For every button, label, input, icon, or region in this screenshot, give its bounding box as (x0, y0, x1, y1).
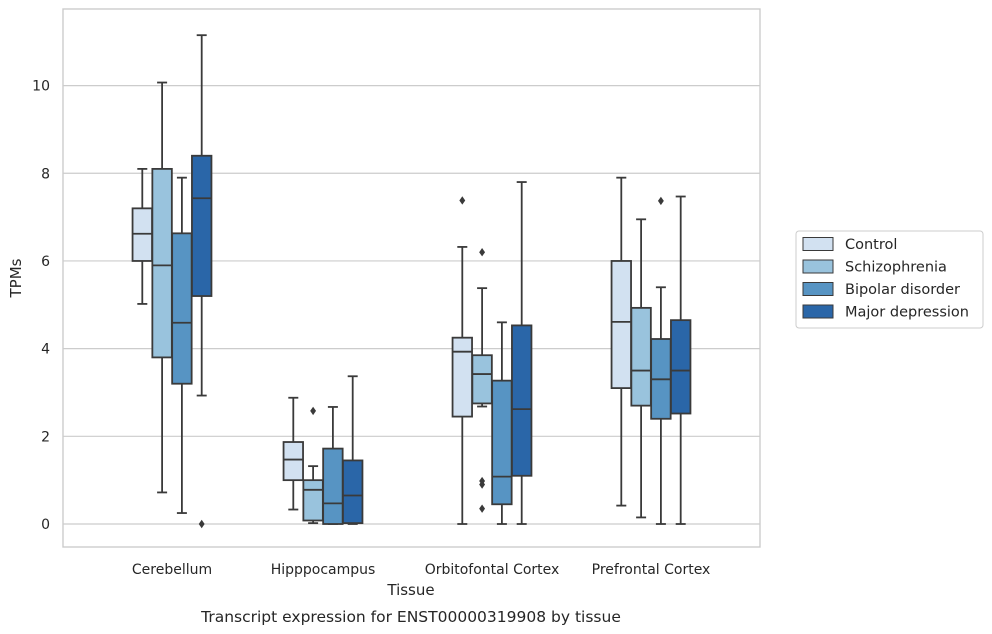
iqr-box (282, 441, 304, 482)
y-tick-label: 6 (41, 254, 50, 270)
x-tick-label: Prefrontal Cortex (592, 562, 711, 578)
box-bipolar-disorder (322, 406, 344, 525)
iqr-box (302, 479, 324, 522)
legend-swatch (802, 304, 834, 319)
box-bipolar-disorder (491, 321, 513, 525)
y-tick-label: 8 (41, 166, 50, 182)
x-tick-label: Cerebellum (132, 562, 212, 578)
outlier-point (479, 247, 486, 257)
box-schizophrenia (302, 406, 324, 525)
x-axis-title: Tissue (386, 581, 434, 599)
iqr-box (451, 336, 473, 418)
iqr-box (670, 319, 692, 415)
box-major-depression (191, 34, 213, 529)
iqr-box (511, 324, 533, 477)
plot-area (131, 34, 692, 529)
y-tick-label: 10 (32, 79, 50, 95)
box-major-depression (670, 195, 692, 525)
outlier-point (310, 406, 317, 416)
box-schizophrenia (151, 81, 173, 494)
box-control (610, 176, 632, 507)
x-tick-label: Orbitofontal Cortex (425, 562, 560, 578)
x-tick-label: Hipppocampus (271, 562, 376, 578)
legend-label: Bipolar disorder (845, 282, 960, 298)
box-schizophrenia (630, 218, 652, 519)
outlier-point (459, 196, 466, 205)
iqr-box (610, 260, 632, 389)
x-axis: Cerebellum Hipppocampus Orbitofontal Corte… (132, 562, 710, 578)
legend-label: Major depression (845, 305, 969, 321)
outlier-point (479, 504, 486, 513)
legend-label: Control (845, 237, 897, 253)
iqr-box (191, 154, 213, 297)
box-major-depression (511, 181, 533, 525)
y-axis: 0 2 4 6 8 10 (32, 79, 50, 533)
box-bipolar-disorder (650, 196, 672, 525)
y-axis-title: TPMs (7, 258, 25, 298)
iqr-box (471, 354, 493, 405)
iqr-box (151, 167, 173, 359)
box-bipolar-disorder (171, 176, 193, 514)
iqr-box (491, 379, 513, 506)
y-tick-label: 4 (41, 342, 50, 358)
box-major-depression (342, 375, 364, 525)
box-control (451, 196, 473, 525)
legend-swatch (802, 282, 834, 296)
outlier-point (657, 196, 664, 206)
plot-frame (62, 8, 761, 548)
iqr-box (322, 447, 344, 525)
legend-swatch (802, 237, 834, 251)
chart-caption: Transcript expression for ENST0000031990… (200, 608, 621, 626)
outlier-point (479, 480, 486, 489)
iqr-box (171, 232, 193, 385)
box-control (131, 167, 153, 305)
legend: Control Schizophrenia Bipolar disorder Majo… (795, 230, 984, 329)
y-tick-label: 2 (41, 429, 50, 445)
y-tick-label: 0 (41, 517, 50, 533)
legend-label: Schizophrenia (845, 260, 947, 276)
outlier-point (198, 519, 205, 529)
legend-swatch (802, 259, 834, 274)
iqr-box (342, 459, 364, 525)
box-schizophrenia (471, 247, 493, 513)
iqr-box (630, 306, 652, 407)
box-control (282, 396, 304, 511)
legend-frame (795, 230, 984, 329)
